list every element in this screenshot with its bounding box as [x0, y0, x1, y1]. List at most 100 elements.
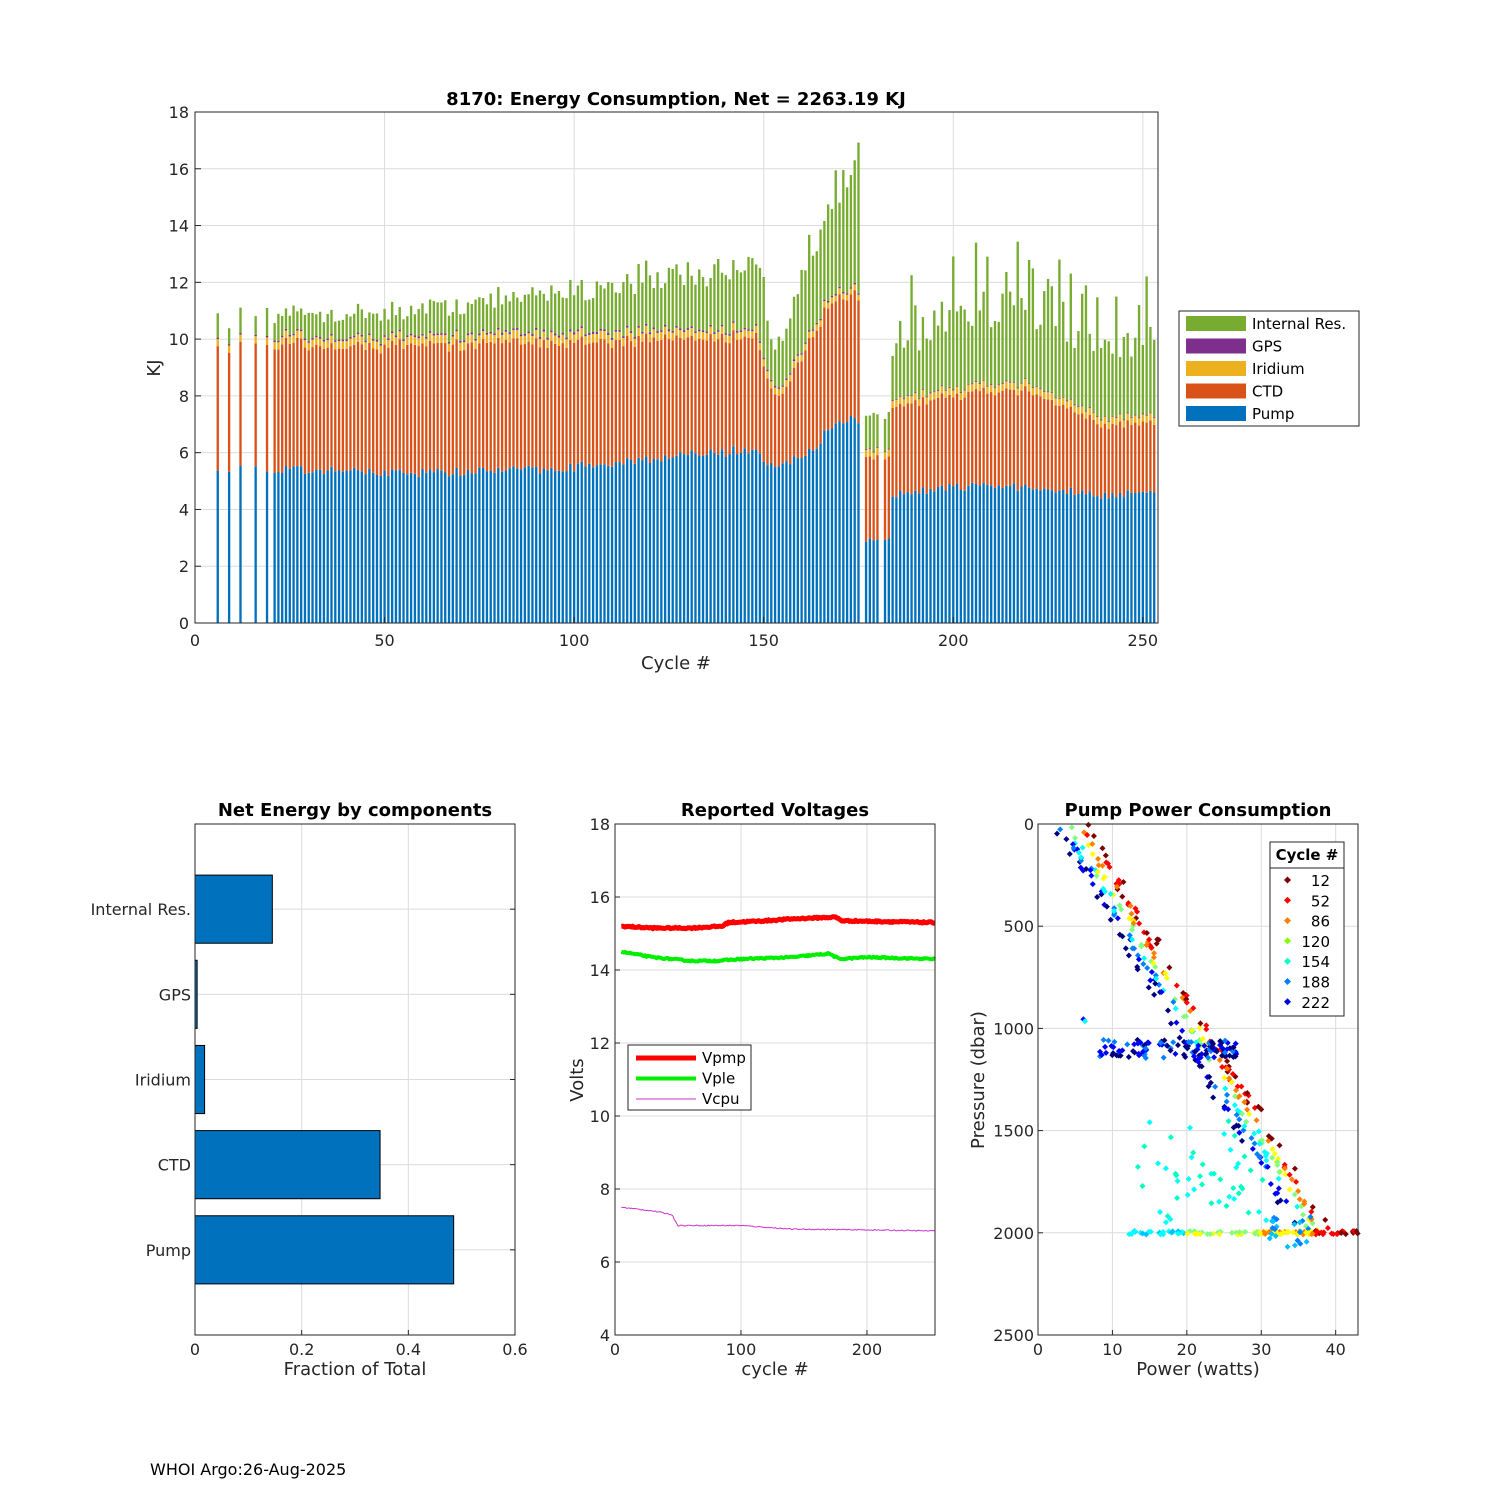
- energy-ytick-label: 12: [169, 273, 189, 292]
- energy-bar-iridium: [516, 329, 519, 339]
- energy-bar-pump: [463, 474, 466, 623]
- energy-bar-gps: [307, 341, 310, 343]
- energy-bar-pump: [1099, 498, 1103, 623]
- energy-bar-pump: [804, 455, 807, 623]
- energy-bar-gps: [842, 292, 845, 294]
- energy-bar-pump: [455, 467, 458, 623]
- pump-power-point: [1174, 1177, 1181, 1184]
- pump-power-point: [1213, 1048, 1220, 1055]
- energy-bar-ctd: [933, 399, 936, 492]
- energy-bar-gps: [554, 333, 557, 336]
- energy-bar-iridium: [792, 361, 796, 368]
- energy-bar-ctd: [334, 349, 337, 472]
- pump-power-point: [1068, 824, 1075, 831]
- energy-bar-iridium: [303, 340, 307, 348]
- energy-bar-pump: [1024, 484, 1027, 623]
- energy-bar-gps: [610, 337, 614, 340]
- energy-bar-iridium: [1005, 381, 1008, 389]
- energy-bar-ctd: [637, 335, 640, 458]
- energy-bar-internal-res: [644, 260, 648, 324]
- energy-bar-iridium: [982, 380, 985, 388]
- energy-bar-ctd: [493, 343, 496, 473]
- energy-bar-gps: [796, 354, 799, 356]
- energy-bar-pump: [447, 476, 451, 623]
- energy-bar-gps: [463, 340, 466, 343]
- voltages-xtick-label: 200: [852, 1340, 883, 1359]
- energy-legend-label: GPS: [1252, 338, 1282, 356]
- energy-bar-gps: [1096, 416, 1099, 418]
- pump-power-legend-label: 154: [1301, 953, 1330, 971]
- energy-bar-ctd: [565, 347, 568, 472]
- pump-power-point: [1251, 1130, 1258, 1137]
- pump-power-point: [1256, 1154, 1263, 1161]
- energy-bar-ctd: [572, 342, 576, 472]
- energy-bar-iridium: [1092, 412, 1095, 420]
- components-bar-pump: [194, 1215, 455, 1285]
- energy-bar-gps: [948, 386, 951, 388]
- energy-bar-ctd: [622, 346, 625, 465]
- energy-bar-pump: [629, 459, 633, 623]
- energy-bar-ctd: [527, 341, 530, 466]
- pump-power-point: [1199, 1035, 1206, 1042]
- energy-bar-ctd: [288, 343, 291, 469]
- pump-power-point: [1223, 1091, 1230, 1098]
- energy-bar-iridium: [1084, 411, 1088, 419]
- energy-bar-internal-res: [239, 307, 242, 334]
- energy-bar-pump: [1005, 485, 1008, 623]
- energy-bar-iridium: [1130, 417, 1133, 425]
- energy-bar-pump: [698, 455, 701, 623]
- energy-bar-pump: [997, 485, 1000, 623]
- energy-bar-iridium: [990, 384, 993, 393]
- components-ytick-label: Iridium: [135, 1071, 191, 1090]
- pump-power-legend-label: 222: [1301, 994, 1330, 1012]
- energy-bar-gps: [379, 343, 382, 346]
- energy-bar-pump: [481, 467, 485, 623]
- energy-bar-internal-res: [1024, 309, 1027, 379]
- energy-bar-internal-res: [978, 310, 981, 384]
- energy-bar-pump: [1065, 494, 1069, 623]
- energy-bar-ctd: [963, 397, 966, 491]
- energy-bar-gps: [489, 331, 492, 334]
- pump-power-point: [1142, 1045, 1149, 1052]
- energy-bar-iridium: [561, 334, 564, 344]
- energy-bar-gps: [281, 335, 284, 338]
- pump-power-point: [1122, 945, 1129, 952]
- energy-bar-ctd: [891, 407, 894, 497]
- energy-bar-pump: [648, 462, 652, 623]
- energy-bar-iridium: [277, 342, 280, 350]
- energy-bar-iridium: [1153, 417, 1156, 425]
- pump-power-point: [1263, 1217, 1270, 1224]
- pump-power-point: [1169, 1228, 1176, 1235]
- energy-bar-ctd: [516, 338, 519, 469]
- pump-power-point: [1188, 1154, 1195, 1161]
- energy-bar-pump: [925, 493, 928, 623]
- energy-bar-pump: [603, 464, 606, 623]
- pump-power-point: [1296, 1196, 1303, 1203]
- pump-power-point: [1246, 1111, 1253, 1118]
- energy-bar-internal-res: [952, 256, 955, 390]
- energy-bar-internal-res: [762, 276, 765, 358]
- energy-bar-internal-res: [754, 264, 758, 325]
- energy-bar-pump: [1069, 487, 1072, 623]
- energy-bar-ctd: [698, 338, 701, 456]
- energy-bar-internal-res: [470, 303, 473, 333]
- energy-bar-internal-res: [1153, 339, 1156, 417]
- pump-power-point: [1100, 1036, 1107, 1043]
- energy-bar-ctd: [1020, 390, 1023, 487]
- energy-bar-ctd: [1080, 413, 1084, 491]
- energy-bar-internal-res: [406, 316, 409, 336]
- energy-bar-pump: [538, 473, 542, 623]
- energy-bar-pump: [508, 468, 511, 623]
- energy-bar-pump: [720, 449, 724, 623]
- components-bar-ctd: [194, 1130, 381, 1200]
- energy-bar-ctd: [1111, 423, 1114, 494]
- energy-bar-ctd: [853, 290, 856, 419]
- energy-bar-gps: [705, 331, 709, 333]
- energy-bar-iridium: [417, 338, 420, 347]
- pump-power-point: [1238, 1083, 1245, 1090]
- pump-power-ytick-label: 2500: [993, 1326, 1034, 1345]
- energy-bar-gps: [326, 338, 329, 341]
- energy-bar-internal-res: [834, 170, 837, 295]
- energy-bar-gps: [762, 357, 765, 360]
- energy-bar-pump: [705, 454, 709, 623]
